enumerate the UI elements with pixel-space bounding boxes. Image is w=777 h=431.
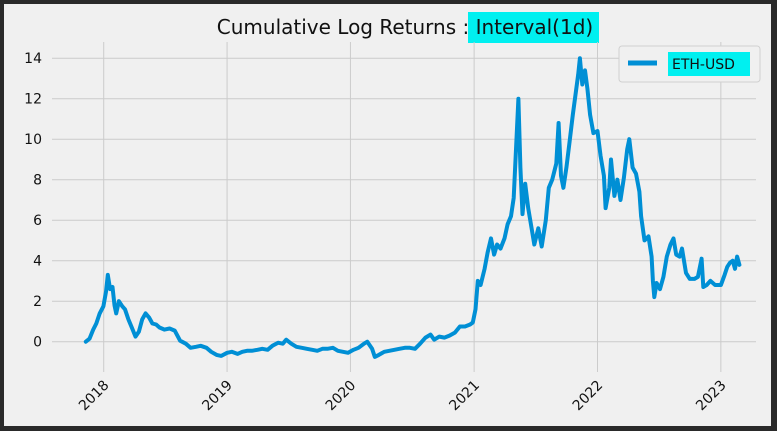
- x-axis: 2018 2019 2020 2021 2022 2023: [76, 378, 730, 415]
- title-highlight-background: [468, 12, 599, 43]
- title-prefix: Cumulative Log Returns :: [217, 15, 476, 39]
- y-tick-label: 0: [33, 335, 42, 351]
- chart-figure: Cumulative Log Returns : Interval(1d) 0 2…: [4, 4, 771, 426]
- grid-lines: [52, 42, 756, 372]
- y-tick-label: 8: [33, 173, 42, 189]
- chart-title: Cumulative Log Returns : Interval(1d): [217, 12, 599, 43]
- y-tick-label: 4: [33, 254, 42, 270]
- y-tick-label: 6: [33, 213, 42, 229]
- y-tick-label: 14: [24, 51, 42, 67]
- legend-label: ETH-USD: [672, 57, 735, 73]
- y-axis: 0 2 4 6 8 10 12 14: [24, 51, 42, 351]
- y-tick-label: 12: [24, 92, 42, 108]
- x-tick-label: 2023: [693, 378, 730, 415]
- x-tick-label: 2018: [76, 378, 113, 415]
- series-line-eth-usd: [83, 56, 742, 359]
- title-highlight: Interval(1d): [476, 15, 594, 39]
- x-tick-label: 2020: [323, 378, 360, 415]
- x-tick-label: 2022: [570, 378, 607, 415]
- line-chart: Cumulative Log Returns : Interval(1d) 0 2…: [24, 12, 761, 415]
- legend-label-background: [668, 52, 750, 76]
- y-tick-label: 10: [24, 132, 42, 148]
- y-tick-label: 2: [33, 294, 42, 310]
- series-layer: [83, 56, 742, 359]
- title-text: Cumulative Log Returns : Interval(1d): [217, 15, 593, 39]
- x-tick-label: 2019: [199, 378, 236, 415]
- legend: ETH-USD: [618, 45, 761, 83]
- x-tick-label: 2021: [446, 378, 483, 415]
